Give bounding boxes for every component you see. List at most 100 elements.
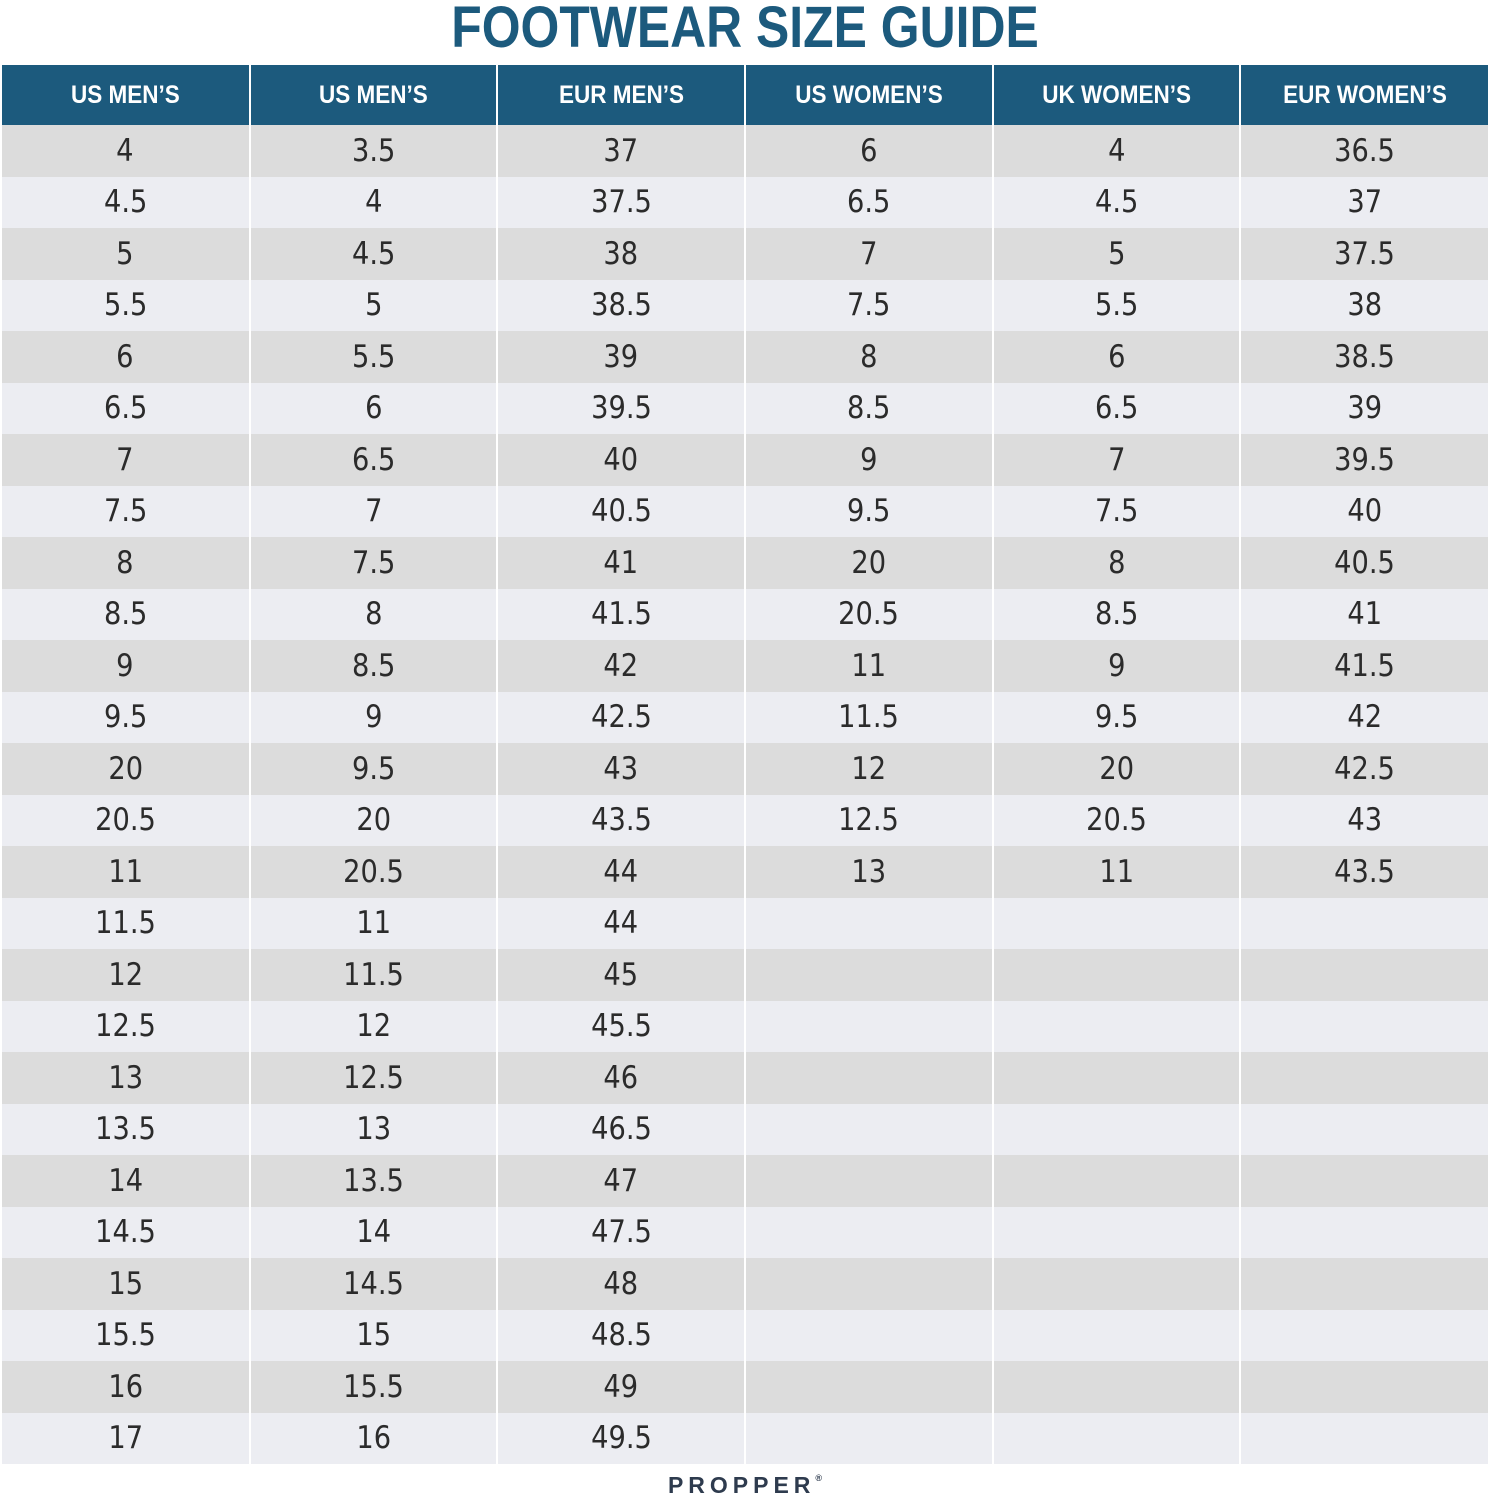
cell-value: 38.5 [1334,338,1396,375]
table-cell: 20 [2,743,251,795]
table-cell: 11 [2,846,251,898]
table-cell [992,1258,1242,1310]
table-row: 14.5 14 47.5 [2,1206,1488,1258]
cell-value: 36.5 [1334,132,1396,169]
table-cell [744,1103,994,1155]
table-cell: 16 [2,1361,251,1413]
cell-value: 20 [851,544,887,581]
table-cell: 45 [497,949,746,1001]
table-cell [744,1052,994,1104]
table-cell: 8 [744,331,994,383]
cell-value: 6 [364,390,383,427]
table-row: 4 3.5 37 6 4 36.5 [2,125,1488,177]
cell-value: 38.5 [590,287,652,324]
table-cell: 12 [744,743,994,795]
table-cell: 39.5 [1240,434,1488,486]
table-cell: 14.5 [249,1258,499,1310]
table-row: 8 7.5 41 20 8 40.5 [2,537,1488,589]
table-cell: 17 [2,1412,251,1464]
cell-value: 45 [603,956,639,993]
cell-value: 37 [1347,184,1382,221]
cell-value: 43 [1347,802,1382,839]
cell-value: 8.5 [351,647,396,684]
cell-value: 43.5 [1334,853,1396,890]
cell-value: 48.5 [590,1317,652,1354]
table-cell: 11 [992,846,1242,898]
cell-value: 11 [356,905,391,942]
table-cell: 7 [744,228,994,280]
table-cell: 37.5 [1240,228,1488,280]
cell-value: 20.5 [94,802,156,839]
table-cell: 9 [249,691,499,743]
table-cell: 13.5 [249,1155,499,1207]
cell-value: 42.5 [590,699,652,736]
cell-value: 5.5 [103,287,148,324]
table-cell [992,1155,1242,1207]
cell-value: 15 [107,1265,143,1302]
cell-value: 20.5 [838,596,900,633]
cell-value: 6 [1107,338,1126,375]
table-cell: 20 [992,743,1242,795]
cell-value: 7 [860,235,878,272]
table-cell: 49 [497,1361,746,1413]
cell-value: 5 [116,235,135,272]
table-cell: 43 [1240,794,1488,846]
cell-value: 8.5 [1094,596,1139,633]
cell-value: 48 [603,1265,639,1302]
cell-value: 42.5 [1334,750,1396,787]
size-guide-table: US MEN’S US MEN’S EUR MEN’S US WOMEN’S UK WO… [2,65,1488,1464]
cell-value: 3.5 [351,132,396,169]
table-cell: 11 [249,897,499,949]
column-header-label: EUR WOMEN’S [1282,80,1447,109]
table-cell: 3.5 [249,125,499,177]
table-cell: 48.5 [497,1309,746,1361]
table-cell: 40.5 [497,485,746,537]
table-cell [992,1206,1242,1258]
table-row: 13.5 13 46.5 [2,1103,1488,1155]
table-cell: 9 [744,434,994,486]
table-cell [1240,1412,1488,1464]
table-cell [744,1258,994,1310]
cell-value: 17 [107,1420,143,1457]
table-row: 7 6.5 40 9 7 39.5 [2,434,1488,486]
table-cell: 5 [2,228,251,280]
table-cell: 47 [497,1155,746,1207]
table-cell [992,1103,1242,1155]
table-cell: 37.5 [497,176,746,228]
cell-value: 5.5 [1094,287,1139,324]
column-header: US MEN’S [249,65,499,125]
cell-value: 12 [356,1008,391,1045]
table-cell: 6 [249,382,499,434]
cell-value: 41 [603,544,639,581]
cell-value: 8 [364,596,383,633]
table-row: 12 11.5 45 [2,949,1488,1001]
cell-value: 14.5 [343,1265,404,1302]
table-cell: 11.5 [249,949,499,1001]
table-row: 13 12.5 46 [2,1052,1488,1104]
table-cell: 11.5 [2,897,251,949]
cell-value: 7.5 [103,493,148,530]
table-row: 11.5 11 44 [2,897,1488,949]
cell-value: 7.5 [1094,493,1139,530]
cell-value: 13 [356,1111,391,1148]
table-cell: 44 [497,846,746,898]
cell-value: 46.5 [590,1111,652,1148]
cell-value: 4.5 [1094,184,1139,221]
cell-value: 9 [116,647,135,684]
table-row: 20 9.5 43 12 20 42.5 [2,743,1488,795]
table-cell [744,1412,994,1464]
cell-value: 6 [116,338,135,375]
header-row: US MEN’S US MEN’S EUR MEN’S US WOMEN’S UK WO… [2,65,1488,125]
table-cell: 15 [2,1258,251,1310]
cell-value: 13.5 [343,1162,404,1199]
cell-value: 45.5 [590,1008,652,1045]
cell-value: 11.5 [94,905,156,942]
table-cell: 38 [497,228,746,280]
cell-value: 8.5 [847,390,891,427]
cell-value: 43 [603,750,639,787]
table-cell: 38.5 [497,279,746,331]
cell-value: 40 [1347,493,1382,530]
table-cell: 9.5 [2,691,251,743]
table-cell: 39 [1240,382,1488,434]
table-cell: 20 [744,537,994,589]
